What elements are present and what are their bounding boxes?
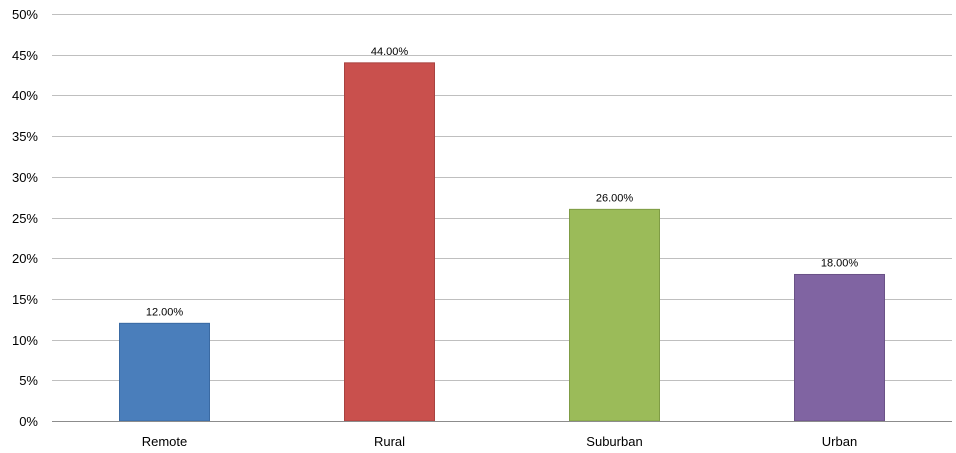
y-tick-label: 25% [12,211,38,226]
y-axis-tick-labels: 0% 5% 10% 15% 20% 25% 30% 35% 40% 45% 50% [12,7,38,429]
x-tick-label-remote: Remote [142,434,188,449]
y-tick-label: 20% [12,251,38,266]
y-tick-label: 40% [12,88,38,103]
bar-urban [794,273,885,422]
y-tick-label: 45% [12,48,38,63]
x-tick-label-urban: Urban [822,434,857,449]
bars [119,62,885,422]
x-tick-label-suburban: Suburban [586,434,642,449]
data-label-remote: 12.00% [146,306,184,318]
y-tick-label: 5% [19,373,38,388]
bar-suburban [569,208,660,422]
data-label-rural: 44.00% [371,46,409,58]
data-labels: 12.00% 44.00% 26.00% 18.00% [146,46,859,318]
data-label-urban: 18.00% [821,257,859,269]
y-tick-label: 30% [12,170,38,185]
bar-remote [119,322,210,422]
data-label-suburban: 26.00% [596,192,634,204]
y-tick-label: 10% [12,333,38,348]
y-tick-label: 0% [19,414,38,429]
bar-rural [344,62,435,422]
x-axis-tick-labels: Remote Rural Suburban Urban [142,434,857,449]
y-tick-label: 50% [12,7,38,22]
x-tick-label-rural: Rural [374,434,405,449]
y-tick-label: 35% [12,129,38,144]
y-tick-label: 15% [12,292,38,307]
